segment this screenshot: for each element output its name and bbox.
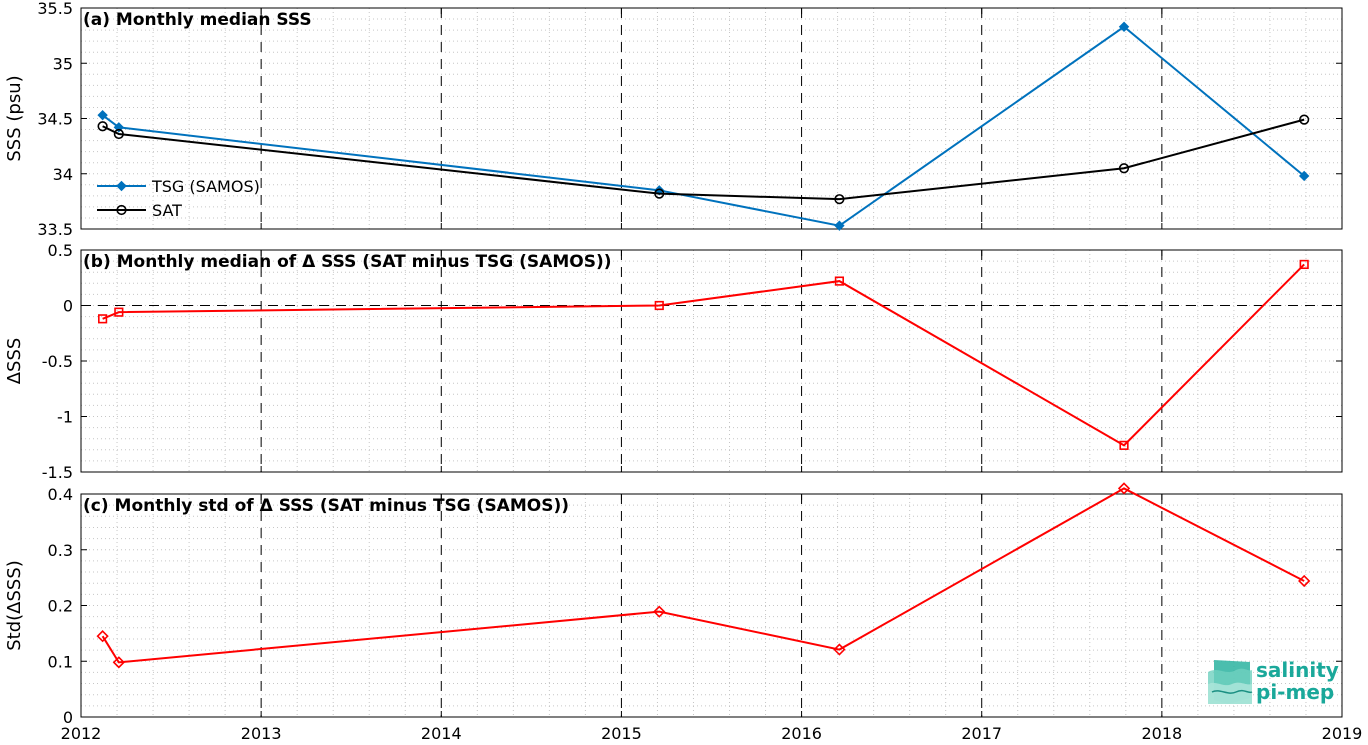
data-point: [1299, 259, 1309, 270]
y-tick-label: -1: [57, 408, 73, 427]
legend-marker: [116, 180, 127, 192]
salinity-pi-mep-logo: salinity pi-mep: [1208, 658, 1339, 704]
panel-title: (a) Monthly median SSS: [83, 10, 312, 30]
panel-title: (c) Monthly std of Δ SSS (SAT minus TSG …: [83, 496, 569, 516]
data-point: [98, 314, 108, 324]
x-tick-label: 2017: [961, 724, 1002, 743]
data-point: [112, 656, 125, 669]
y-tick-label: -0.5: [42, 352, 73, 371]
series-0: [96, 482, 1311, 669]
logo-line2: pi-mep: [1256, 680, 1334, 704]
data-point: [834, 220, 845, 231]
x-tick-label: 2019: [1322, 724, 1363, 743]
y-axis-label: Std(ΔSSS): [4, 560, 25, 651]
legend-marker: [116, 204, 127, 216]
panels: 33.5 34 34.5 35 35.5 SSS (psu) (a) Monthly med…: [4, 0, 1362, 743]
y-tick-label: 0: [63, 297, 73, 316]
series-line: [102, 118, 1305, 201]
series-line: [102, 263, 1305, 447]
legend-label: SAT: [152, 201, 182, 220]
y-tick-label: 35.5: [37, 0, 73, 18]
data-point: [834, 276, 845, 286]
y-tick-label: 34.5: [37, 110, 73, 129]
y-tick-label: 0.3: [48, 541, 73, 560]
panel-title: (b) Monthly median of Δ SSS (SAT minus T…: [83, 252, 612, 272]
data-point: [654, 300, 664, 311]
series-line: [101, 487, 1305, 664]
y-tick-label: 0.1: [48, 652, 73, 671]
data-point: [97, 121, 108, 132]
y-tick-label: 0: [63, 708, 73, 727]
logo-emblem: [1208, 660, 1253, 704]
minor-grid: [81, 8, 1342, 229]
y-axis-label: SSS (psu): [4, 75, 25, 161]
data-point: [1298, 574, 1311, 588]
x-tick-label: 2013: [241, 724, 282, 743]
x-tick-label: 2012: [61, 724, 102, 743]
data-point: [1119, 440, 1129, 450]
logo-line1: salinity: [1256, 658, 1339, 682]
y-tick-label: 0.5: [48, 241, 73, 260]
series-0: [98, 259, 1309, 450]
x-tick-label: 2018: [1141, 724, 1182, 743]
series-1: [97, 114, 1310, 205]
y-tick-label: 0.4: [48, 485, 73, 504]
x-tick-label: 2015: [601, 724, 642, 743]
panel-a: 33.5 34 34.5 35 35.5 SSS (psu) (a) Monthly med…: [4, 0, 1343, 239]
y-tick-label: 33.5: [37, 220, 73, 239]
x-tick-label: 2014: [421, 724, 462, 743]
data-point: [97, 109, 108, 121]
y-tick-label: 34: [53, 165, 73, 184]
data-point: [833, 643, 846, 656]
legend-label: TSG (SAMOS): [151, 177, 260, 196]
y-axis-label: ΔSSS: [4, 338, 25, 385]
data-point: [1118, 163, 1130, 174]
data-point: [653, 605, 666, 618]
data-point: [1299, 114, 1310, 125]
y-tick-label: -1.5: [42, 463, 73, 482]
data-point: [1117, 482, 1131, 495]
panel-b: -1.5 -1 -0.5 0 0.5 ΔSSS (b) Monthly median of …: [4, 241, 1343, 482]
data-point: [834, 194, 845, 205]
x-tick-label: 2016: [781, 724, 822, 743]
y-tick-label: 0.2: [48, 597, 73, 616]
y-tick-label: 35: [53, 54, 73, 73]
data-point: [96, 630, 109, 643]
data-point: [114, 307, 124, 317]
minor-grid: [81, 250, 1342, 472]
legend: TSG (SAMOS) SAT: [97, 177, 260, 220]
data-point: [1118, 21, 1130, 32]
data-point: [654, 188, 665, 199]
data-point: [1298, 170, 1310, 182]
data-point: [113, 128, 124, 140]
panel-c: 0 0.1 0.2 0.3 0.4 2012 2013 2014 2015 2016 2017 201…: [4, 482, 1363, 743]
